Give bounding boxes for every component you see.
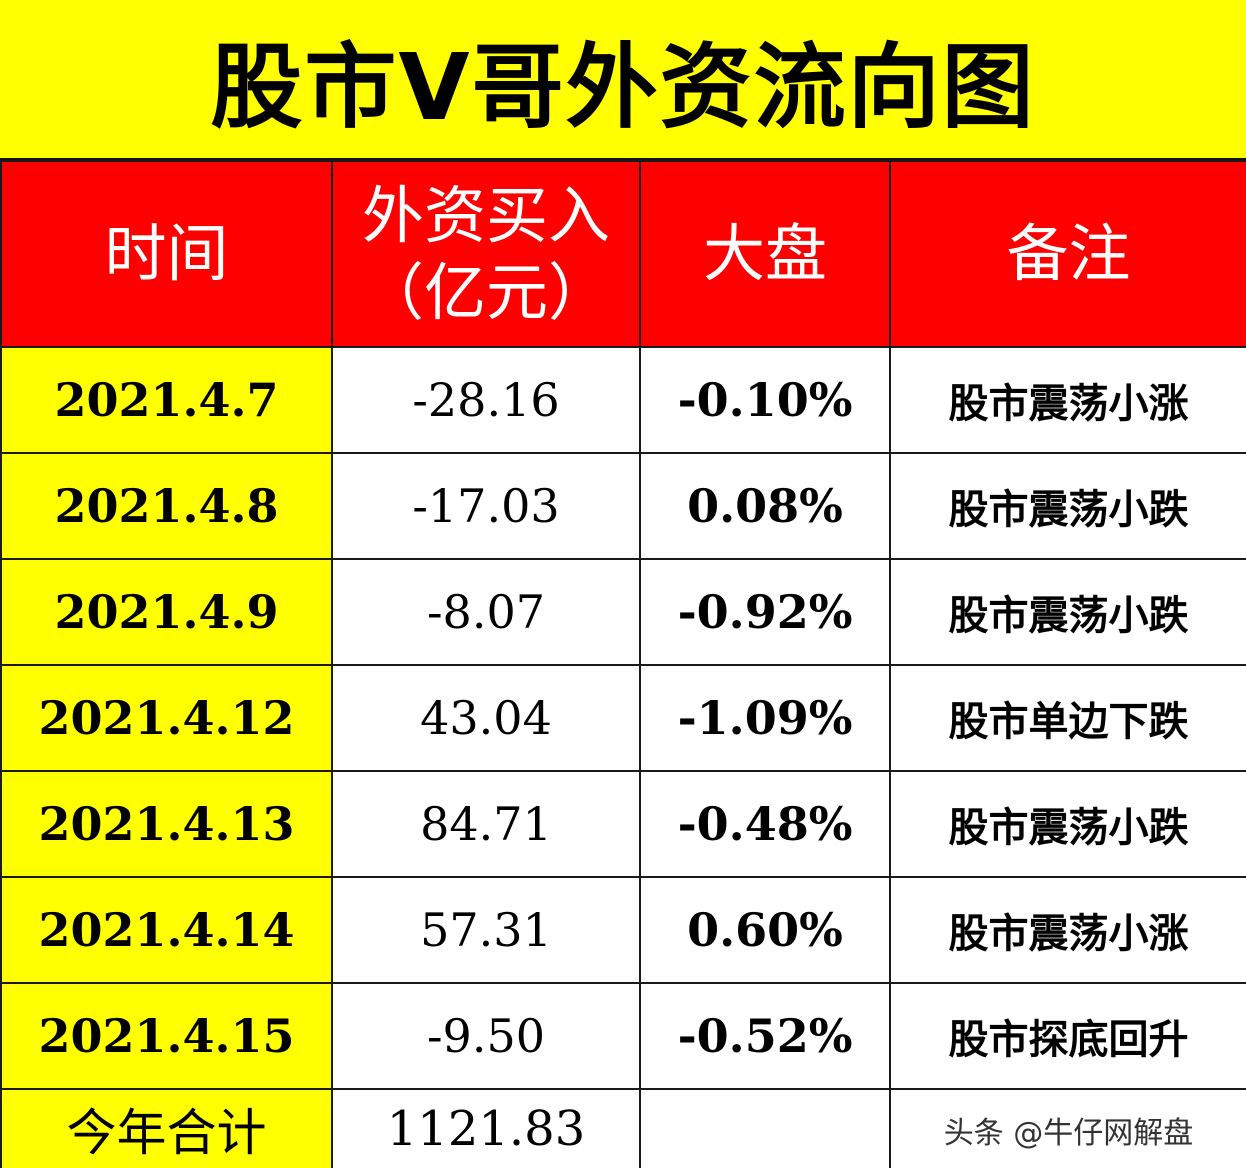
cell-note: 股市震荡小涨: [889, 346, 1246, 454]
header-note: 备注: [889, 160, 1246, 348]
cell-index-change: 0.60%: [639, 876, 891, 984]
cell-foreign-buy: -17.03: [331, 452, 641, 560]
cell-index-change: -0.10%: [639, 346, 891, 454]
cell-watermark: 头条 @牛仔网解盘: [889, 1088, 1246, 1168]
cell-date: 2021.4.8: [0, 452, 333, 560]
header-index: 大盘: [639, 160, 891, 348]
cell-note: 股市震荡小跌: [889, 452, 1246, 560]
header-foreign-buy: 外资买入 （亿元）: [331, 160, 641, 348]
cell-index-change: -1.09%: [639, 664, 891, 772]
cell-index-change: -0.52%: [639, 982, 891, 1090]
table-row: 2021.4.12 43.04 -1.09% 股市单边下跌: [0, 664, 1246, 772]
page-title: 股市V哥外资流向图: [0, 0, 1246, 160]
cell-date: 2021.4.7: [0, 346, 333, 454]
cell-note: 股市探底回升: [889, 982, 1246, 1090]
table-row: 2021.4.14 57.31 0.60% 股市震荡小涨: [0, 876, 1246, 984]
cell-date: 2021.4.12: [0, 664, 333, 772]
total-row: 今年合计 1121.83 头条 @牛仔网解盘: [0, 1088, 1246, 1168]
header-time: 时间: [0, 160, 333, 348]
watermark-text: 头条 @牛仔网解盘: [943, 1115, 1194, 1151]
cell-foreign-buy: 84.71: [331, 770, 641, 878]
cell-index-change: -0.92%: [639, 558, 891, 666]
cell-date: 2021.4.13: [0, 770, 333, 878]
header-row: 时间 外资买入 （亿元） 大盘 备注: [0, 160, 1246, 348]
cell-note: 股市震荡小涨: [889, 876, 1246, 984]
data-table: 时间 外资买入 （亿元） 大盘 备注 2021.4.7 -28.16 -0.10…: [0, 160, 1246, 1168]
cell-total-buy: 1121.83: [331, 1088, 641, 1168]
table-row: 2021.4.7 -28.16 -0.10% 股市震荡小涨: [0, 346, 1246, 454]
cell-note: 股市震荡小跌: [889, 558, 1246, 666]
cell-total-empty: [639, 1088, 891, 1168]
cell-index-change: -0.48%: [639, 770, 891, 878]
cell-foreign-buy: -28.16: [331, 346, 641, 454]
cell-date: 2021.4.15: [0, 982, 333, 1090]
cell-total-label: 今年合计: [0, 1088, 333, 1168]
cell-index-change: 0.08%: [639, 452, 891, 560]
table-row: 2021.4.15 -9.50 -0.52% 股市探底回升: [0, 982, 1246, 1090]
header-foreign-buy-line2: （亿元）: [361, 256, 610, 329]
cell-note: 股市单边下跌: [889, 664, 1246, 772]
cell-foreign-buy: -9.50: [331, 982, 641, 1090]
cell-foreign-buy: 57.31: [331, 876, 641, 984]
table-row: 2021.4.9 -8.07 -0.92% 股市震荡小跌: [0, 558, 1246, 666]
table-row: 2021.4.13 84.71 -0.48% 股市震荡小跌: [0, 770, 1246, 878]
cell-foreign-buy: -8.07: [331, 558, 641, 666]
table-row: 2021.4.8 -17.03 0.08% 股市震荡小跌: [0, 452, 1246, 560]
cell-foreign-buy: 43.04: [331, 664, 641, 772]
cell-date: 2021.4.9: [0, 558, 333, 666]
cell-date: 2021.4.14: [0, 876, 333, 984]
cell-note: 股市震荡小跌: [889, 770, 1246, 878]
header-foreign-buy-line1: 外资买入: [361, 178, 610, 252]
